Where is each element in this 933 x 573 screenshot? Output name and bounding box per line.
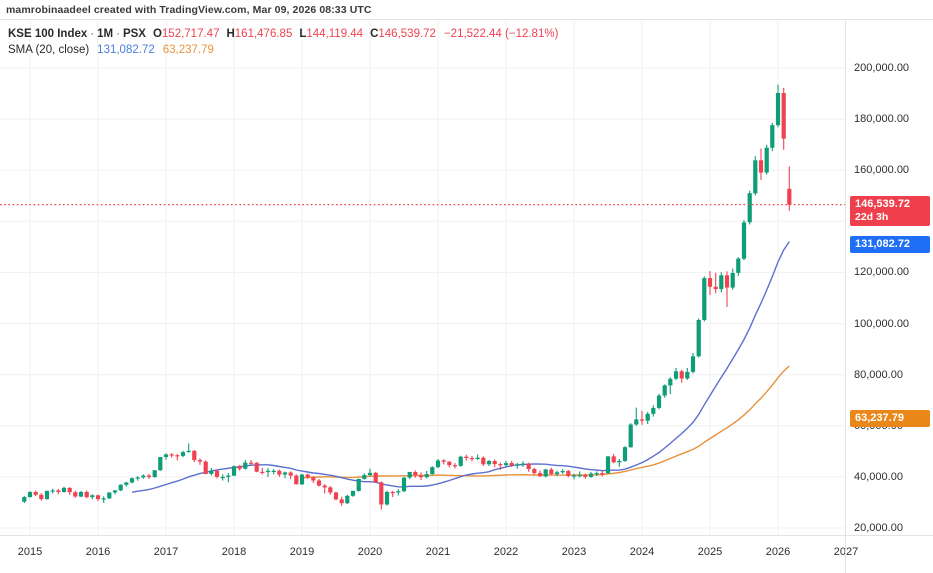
time-tick-2024: 2024 [629,546,655,558]
price-tick-180000: 180,000.00 [854,113,910,126]
axis-corner [845,535,933,573]
sma-long-line [301,365,790,479]
price-tick-120000: 120,000.00 [854,266,910,279]
time-tick-2021: 2021 [425,546,451,558]
chart-plot-area[interactable] [0,20,845,535]
time-tick-2027: 2027 [833,546,859,558]
time-tick-2018: 2018 [221,546,247,558]
sma-20-line [131,241,790,493]
time-tick-2017: 2017 [153,546,179,558]
sma1-price-badge-value: 131,082.72 [855,238,911,251]
time-tick-2015: 2015 [17,546,43,558]
time-tick-2025: 2025 [697,546,723,558]
last-price-badge-countdown: 22d 3h [855,210,889,223]
price-tick-80000: 80,000.00 [854,368,903,381]
chart-frame: KSE 100 Index · 1M · PSX O152,717.47 H16… [0,19,933,573]
price-tick-200000: 200,000.00 [854,62,910,74]
time-tick-2019: 2019 [289,546,315,558]
time-axis[interactable]: 2015 2016 2017 2018 2019 2020 2021 2022 2023 2024… [0,535,933,573]
time-tick-2022: 2022 [493,546,519,558]
last-price-badge[interactable]: 146,539.72 22d 3h [850,195,930,226]
watermark-bar: mamrobinaadeel created with TradingView.… [0,0,933,19]
time-tick-2020: 2020 [357,546,383,558]
sma1-price-badge[interactable]: 131,082.72 [850,236,930,254]
time-tick-2016: 2016 [85,546,111,558]
sma2-price-badge[interactable]: 63,237.79 [850,409,930,427]
candle-series [22,84,792,510]
last-price-badge-value: 146,539.72 [855,197,911,210]
candlestick-svg [0,20,845,535]
time-tick-2026: 2026 [765,546,791,558]
time-tick-2023: 2023 [561,546,587,558]
sma2-price-badge-value: 63,237.79 [855,411,904,424]
price-tick-20000: 20,000.00 [854,522,903,534]
price-tick-100000: 100,000.00 [854,317,910,330]
gridlines [0,20,845,535]
price-tick-40000: 40,000.00 [854,470,903,483]
price-tick-160000: 160,000.00 [854,164,910,177]
price-axis[interactable]: 200,000.00 180,000.00 160,000.00 120,000.00… [845,20,933,535]
watermark-text: mamrobinaadeel created with TradingView.… [6,3,372,16]
